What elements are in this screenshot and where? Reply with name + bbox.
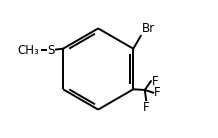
Text: S: S (47, 44, 54, 57)
Text: F: F (152, 75, 158, 88)
Text: CH₃: CH₃ (17, 44, 39, 57)
Text: F: F (154, 86, 160, 99)
Text: F: F (143, 101, 150, 114)
Text: Br: Br (141, 22, 155, 35)
